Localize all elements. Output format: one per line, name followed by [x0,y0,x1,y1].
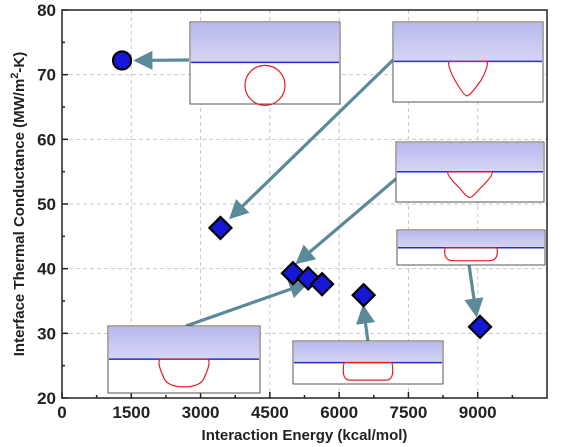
x-tick-label: 3000 [182,403,220,422]
droplet-outline [448,60,488,97]
x-axis-title: Interaction Energy (kcal/mol) [202,427,408,444]
y-tick-label: 20 [37,389,56,408]
inset-arrow [228,58,395,220]
x-tick-label: 9000 [459,403,497,422]
data-point-diamond [467,314,493,340]
y-tick-label: 50 [37,195,56,214]
y-tick-label: 60 [37,130,56,149]
water-layer [398,231,544,248]
data-point-circle [111,50,133,71]
annotation-arrows [133,50,484,343]
inset-bell-droplet [107,325,261,394]
inset-arrow [185,280,309,328]
droplet-outline [447,171,493,199]
inset-thin-lens-droplet [396,229,546,266]
inset-rounded-triangle-droplet [392,21,544,103]
y-tick-label: 40 [37,260,56,279]
inset-flattened-droplet [395,141,545,203]
water-layer [394,23,542,62]
y-axis-title-main: Interface Thermal Conductance (MW/m [11,79,28,357]
droplet-outline [158,358,210,388]
data-point-diamond [309,271,335,297]
x-tick-label: 1500 [112,403,150,422]
y-axis-title: Interface Thermal Conductance (MW/m2-K) [9,52,28,357]
data-point-diamond [207,215,233,241]
data-points [111,50,493,340]
droplet-outline [444,247,498,262]
y-axis-title-superscript: 2 [9,73,21,79]
inset-arrow [356,304,376,343]
inset-arrow [464,264,484,318]
x-tick-label: 6000 [320,403,358,422]
water-layer [294,342,442,363]
y-tick-label: 30 [37,324,56,343]
water-layer [191,23,339,63]
inset-arrow [295,176,399,265]
y-axis-tick-labels: 20 30 40 50 60 70 80 [37,1,56,408]
inset-low-dome-droplet [292,340,444,385]
x-axis-tick-labels: 0 1500 3000 4500 6000 7500 9000 [57,403,496,422]
x-tick-label: 7500 [390,403,428,422]
water-layer [109,327,259,360]
droplet-insets [107,21,546,394]
droplet-outline [244,64,286,106]
y-tick-label: 80 [37,1,56,20]
axis-ticks [61,9,514,399]
x-tick-label: 4500 [251,403,289,422]
x-tick-label: 0 [57,403,66,422]
droplet-outline [342,362,394,381]
data-point-diamond [351,282,377,308]
y-tick-label: 70 [37,66,56,85]
inset-circle-droplet [189,21,341,106]
y-axis-title-suffix: -K) [11,52,28,73]
water-layer [397,143,543,172]
data-point-diamond [295,265,321,291]
